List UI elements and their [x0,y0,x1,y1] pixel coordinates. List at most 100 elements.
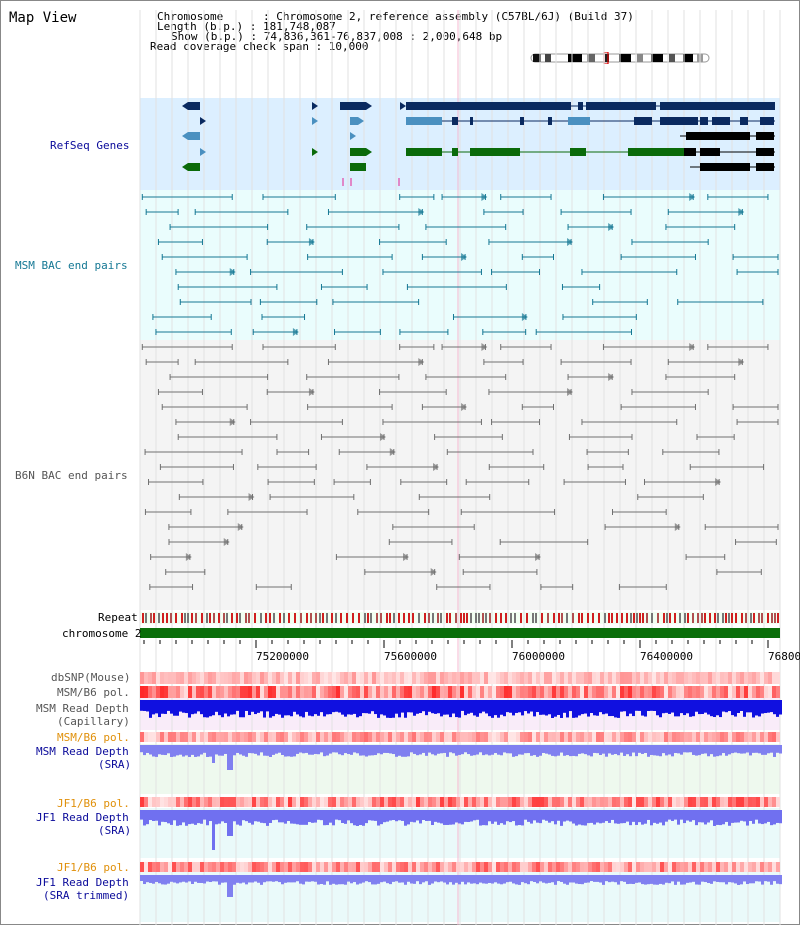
msm-bac-glyphs[interactable] [141,193,779,336]
track-label-jf1-pol-2[interactable]: JF1/B6 pol. [57,861,130,874]
heat-cell [772,797,776,807]
repeat-tick [306,613,308,623]
depth-bar [665,875,668,883]
depth-bar [407,810,410,825]
depth-bar [368,700,371,714]
depth-bar [638,700,641,711]
depth-bar [488,700,491,717]
heat-cell [772,732,776,742]
depth-bar [281,875,284,885]
track-label-msm-depth-cap-1[interactable]: MSM Read Depth [36,702,129,715]
track-label-msm-pol[interactable]: MSM/B6 pol. [57,686,130,699]
heat-cell [268,686,272,698]
b6n-bac-glyphs[interactable] [141,343,779,590]
depth-bar [380,875,383,883]
jf1-pol-heatmap [140,797,780,807]
depth-bar [143,700,146,711]
gene-exon [470,148,520,156]
heat-cell [360,862,364,872]
depth-bar [290,810,293,824]
gene-exon [452,117,458,125]
depth-bar [623,810,626,824]
repeat-tick [541,613,543,623]
depth-bar [722,875,725,883]
depth-bar [650,700,653,711]
depth-bar [695,700,698,712]
heat-cell [248,862,252,872]
depth-bar [350,875,353,884]
heat-cell [648,672,652,684]
heat-cell [352,732,356,742]
heat-cell [216,686,220,698]
heat-cell [212,862,216,872]
heat-cell [384,686,388,698]
heat-cell [336,797,340,807]
depth-bar [152,700,155,715]
repeat-tick [294,613,296,623]
heat-cell [720,672,724,684]
heat-cell [628,862,632,872]
heat-cell [744,686,748,698]
depth-bar [434,875,437,882]
depth-bar [557,745,560,756]
depth-bar [461,700,464,711]
heat-cell [528,732,532,742]
depth-bar [647,875,650,885]
depth-bar [764,700,767,714]
heat-cell [628,672,632,684]
repeat-tick [142,613,144,623]
track-label-jf1-depth-trim-1[interactable]: JF1 Read Depth [36,876,129,889]
track-label-jf1-depth-sra-1[interactable]: JF1 Read Depth [36,811,129,824]
heat-cell [680,862,684,872]
track-label-jf1-pol[interactable]: JF1/B6 pol. [57,797,130,810]
heat-cell [468,686,472,698]
depth-bar [389,745,392,754]
track-label-msm-pol-2[interactable]: MSM/B6 pol. [57,731,130,744]
depth-bar [641,875,644,885]
depth-bar [401,810,404,821]
depth-bar [752,875,755,884]
heat-cell [228,672,232,684]
depth-bar [647,810,650,820]
heat-cell [236,732,240,742]
depth-bar [470,875,473,884]
track-label-dbsnp[interactable]: dbSNP(Mouse) [51,671,131,684]
depth-bar [506,875,509,883]
depth-bar [368,810,371,821]
depth-bar [362,810,365,826]
track-label-refseq[interactable]: RefSeq Genes [50,139,130,152]
heat-cell [736,672,740,684]
depth-bar [386,810,389,822]
chromosome-bar[interactable] [140,628,780,638]
heat-cell [344,686,348,698]
depth-bar [521,745,524,755]
heat-cell [584,686,588,698]
depth-bar [200,745,203,755]
depth-bar [353,700,356,714]
heat-cell [320,797,324,807]
heat-cell [288,732,292,742]
depth-bar [659,810,662,823]
depth-bar [482,875,485,884]
depth-bar [197,875,200,883]
depth-bar [299,810,302,825]
heat-cell [164,797,168,807]
repeat-tick [482,613,484,623]
track-label-b6n-bac[interactable]: B6N BAC end pairs [15,469,128,482]
refseq-genes-glyphs[interactable] [182,102,775,186]
depth-bar [569,700,572,712]
heat-cell [564,672,568,684]
heat-cell [476,732,480,742]
track-label-msm-bac[interactable]: MSM BAC end pairs [15,259,128,272]
heat-cell [748,732,752,742]
track-label-msm-depth-sra-1[interactable]: MSM Read Depth [36,745,129,758]
depth-bar [293,745,296,757]
depth-bar [338,810,341,821]
depth-bar [563,745,566,756]
heat-cell [744,672,748,684]
repeat-tick [592,613,594,623]
depth-bar [512,875,515,884]
depth-bar [662,810,665,826]
depth-bar [380,745,383,755]
heat-cell [180,732,184,742]
